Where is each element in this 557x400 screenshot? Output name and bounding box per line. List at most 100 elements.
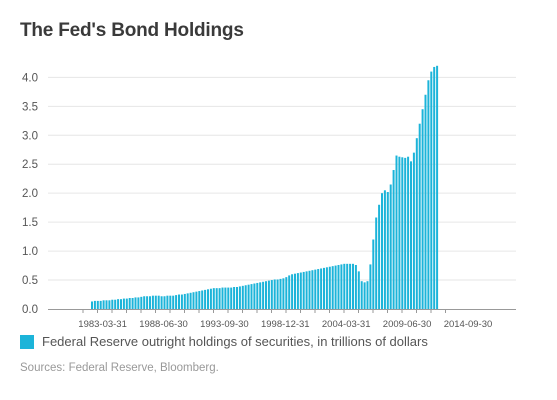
bar (166, 295, 169, 309)
bar (204, 289, 207, 309)
y-tick-label: 0.5 (22, 275, 38, 287)
bar (137, 297, 140, 309)
bar (93, 300, 96, 309)
bar (352, 263, 354, 309)
bar (227, 287, 230, 309)
x-tick-label: 2014-09-30 (444, 319, 493, 330)
bar (343, 263, 346, 309)
x-tick-label: 2009-06-30 (383, 319, 432, 330)
gridlines (48, 76, 516, 281)
bar (201, 290, 204, 309)
bar (398, 156, 401, 309)
bar (262, 281, 265, 309)
bar (215, 288, 218, 309)
bar (265, 281, 267, 309)
bar (122, 298, 125, 309)
bar (154, 295, 157, 309)
bar (375, 217, 378, 309)
bar (151, 295, 154, 309)
bar (273, 279, 276, 309)
bar (157, 295, 160, 309)
bar (418, 123, 421, 309)
bar (125, 298, 128, 309)
x-tick-label: 1983-03-31 (78, 319, 127, 330)
bar (363, 282, 366, 309)
bar (427, 80, 430, 309)
bar (143, 296, 146, 309)
bar (430, 71, 433, 310)
y-tick-label: 3.0 (22, 130, 38, 142)
bar (308, 270, 311, 309)
bar (218, 288, 221, 309)
y-tick-label: 3.5 (22, 101, 38, 113)
bar (108, 300, 111, 309)
bar (247, 284, 250, 309)
bar (299, 272, 302, 309)
bar (259, 282, 262, 309)
bar (233, 286, 236, 309)
bar (410, 161, 412, 309)
bar (244, 285, 247, 309)
bar (392, 170, 395, 309)
bar (276, 279, 279, 309)
y-tick-label: 0.0 (22, 304, 38, 316)
bar (91, 301, 93, 309)
bar (354, 264, 357, 309)
x-tick-label: 1993-09-30 (200, 319, 249, 330)
bar (111, 299, 114, 309)
bar (331, 266, 334, 309)
bar (250, 284, 253, 309)
bar (288, 275, 291, 309)
bar (149, 296, 151, 309)
bar (285, 277, 288, 309)
bar (323, 267, 325, 309)
bar (395, 155, 398, 309)
bar (325, 267, 328, 309)
bar (381, 193, 383, 309)
bar (360, 281, 363, 309)
bar (366, 281, 369, 309)
bar (317, 269, 320, 309)
bar (320, 268, 323, 309)
bar (175, 295, 178, 309)
bar (180, 294, 183, 309)
bar (436, 65, 439, 309)
bar (328, 266, 331, 309)
bar (311, 270, 314, 309)
bar (415, 138, 418, 309)
bar (404, 157, 407, 309)
bar (407, 156, 410, 309)
bar (195, 291, 198, 309)
bar (389, 184, 392, 309)
bar (383, 190, 386, 309)
x-tick-label: 2004-03-31 (322, 319, 371, 330)
bar (172, 295, 175, 309)
bar (256, 282, 259, 309)
y-axis-ticks: 0.0 0.5 1.0 1.5 2.0 2.5 3.0 3.5 4.0 (22, 72, 38, 316)
y-tick-label: 4.0 (22, 72, 38, 84)
bar (183, 293, 186, 309)
bar (241, 285, 244, 309)
bar (340, 264, 343, 309)
bar (131, 297, 134, 309)
bar (296, 273, 299, 309)
bar (294, 273, 296, 309)
bar (221, 287, 224, 309)
x-tick-label: 1998-12-31 (261, 319, 310, 330)
bar (334, 265, 337, 309)
bar (433, 66, 436, 309)
source-note: Sources: Federal Reserve, Bloomberg. (20, 362, 219, 374)
bar (207, 289, 209, 309)
bar (128, 297, 131, 309)
bar (238, 286, 241, 309)
bar (282, 278, 285, 309)
bar (401, 157, 404, 309)
y-tick-label: 2.0 (22, 188, 38, 200)
bar (99, 300, 102, 309)
bar (314, 269, 317, 309)
chart-title: The Fed's Bond Holdings (20, 20, 244, 41)
bar (424, 94, 427, 309)
bar (209, 288, 212, 309)
bar (163, 296, 166, 309)
